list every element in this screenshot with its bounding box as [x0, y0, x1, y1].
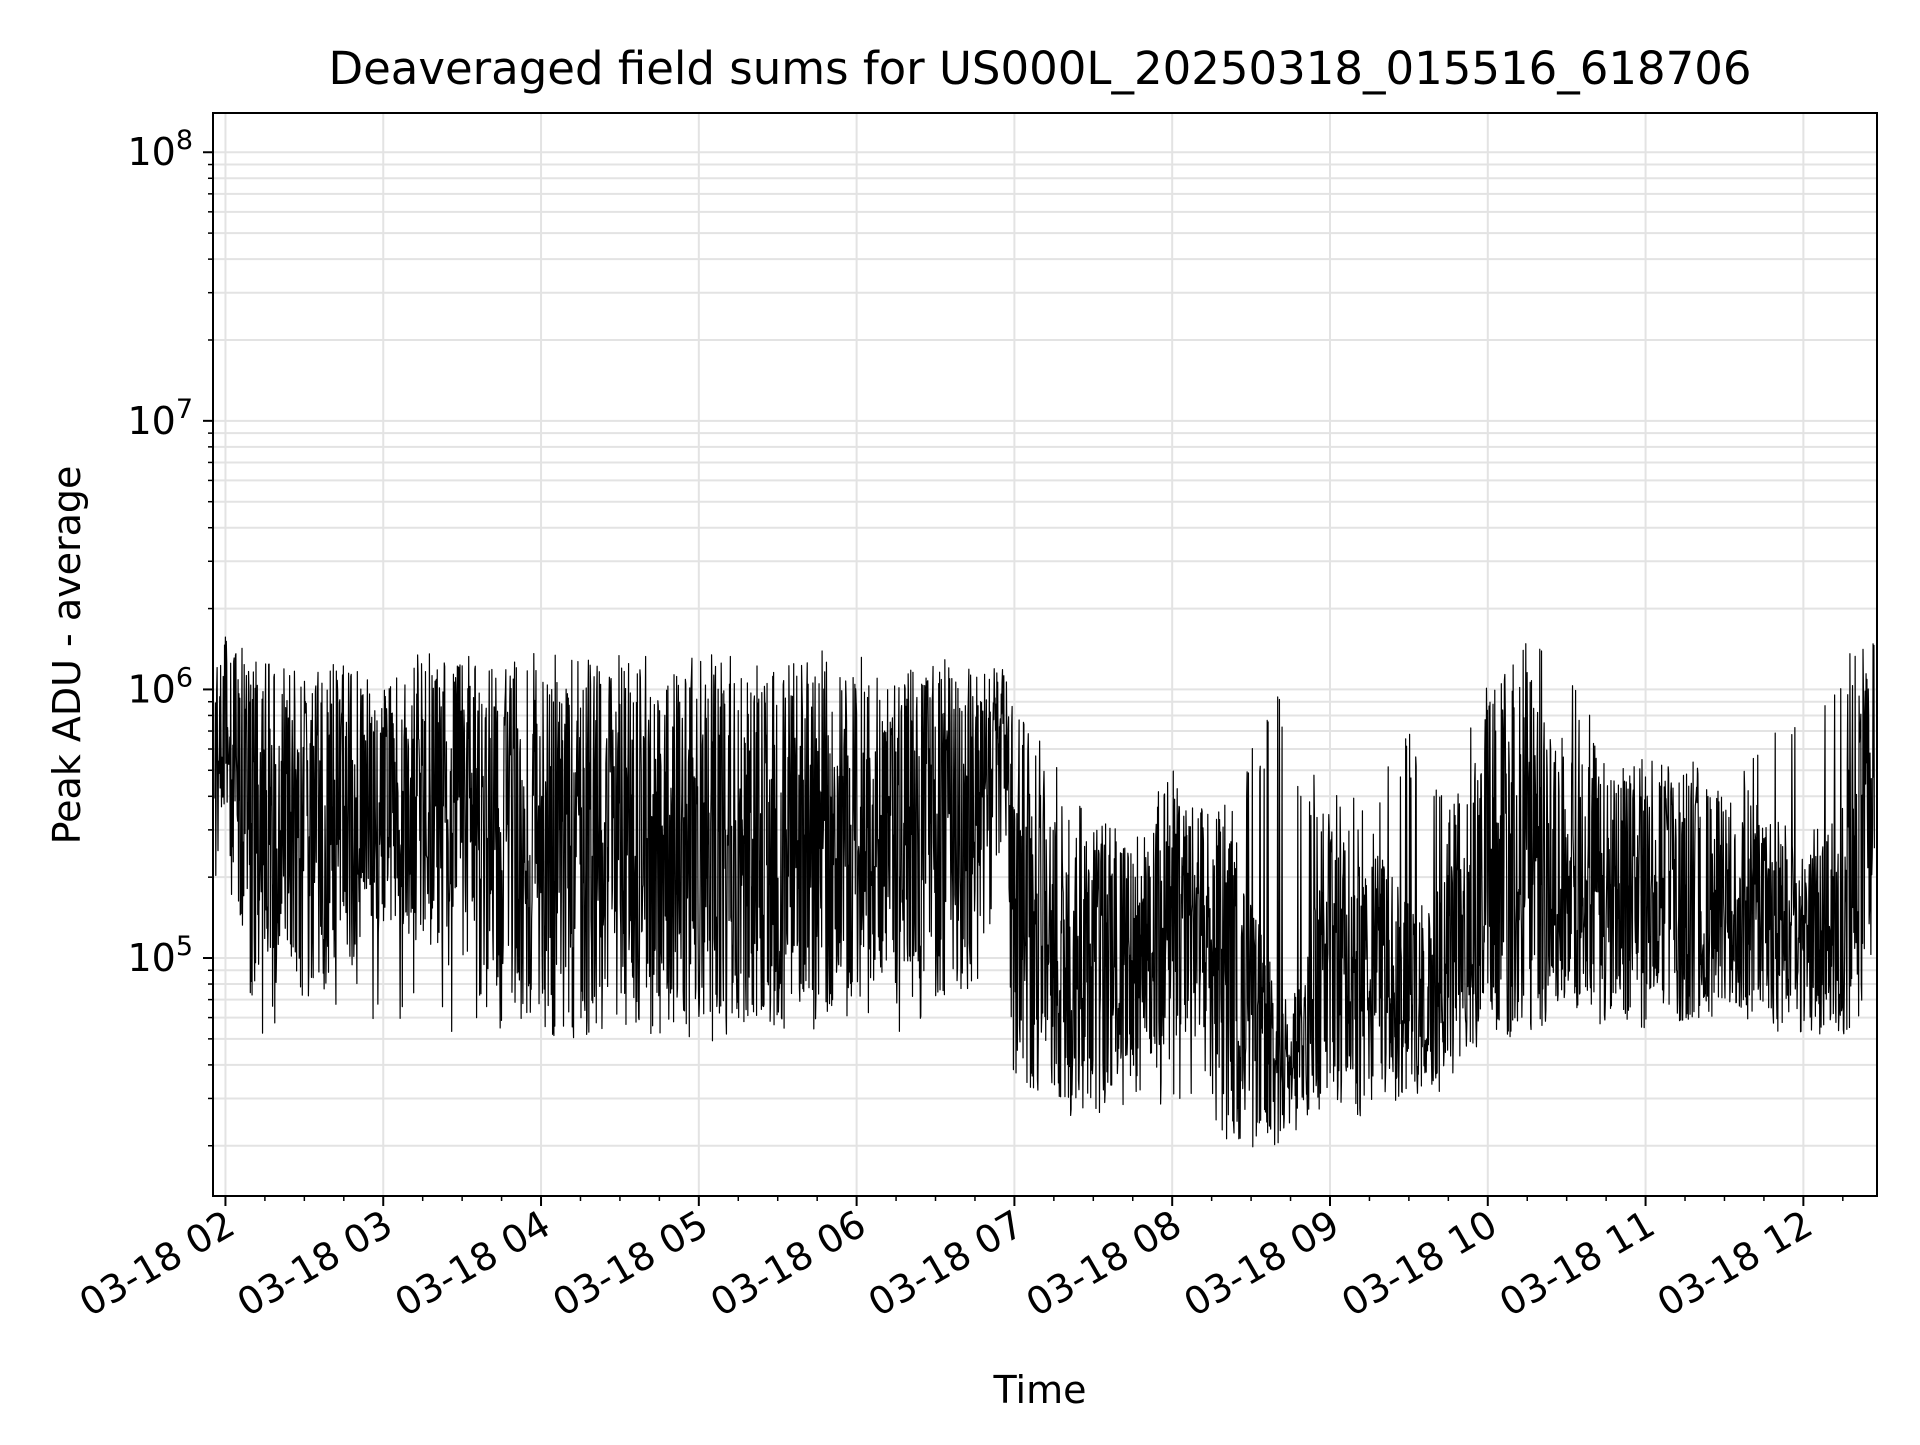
y-tick-label: 106 — [127, 662, 193, 711]
series-line — [214, 636, 1875, 1148]
y-tick-label: 105 — [127, 931, 193, 980]
plot-area — [213, 113, 1877, 1196]
y-tick-label: 107 — [127, 394, 193, 443]
y-axis: 105 106 107 108 — [127, 125, 213, 1147]
y-tick-label: 108 — [127, 125, 193, 174]
x-axis-label: Time — [993, 1368, 1087, 1412]
chart-title: Deaveraged field sums for US000L_2025031… — [328, 42, 1751, 95]
y-axis-label: Peak ADU - average — [45, 466, 89, 845]
plot-frame — [212, 112, 1878, 1197]
series-layer — [214, 636, 1875, 1148]
